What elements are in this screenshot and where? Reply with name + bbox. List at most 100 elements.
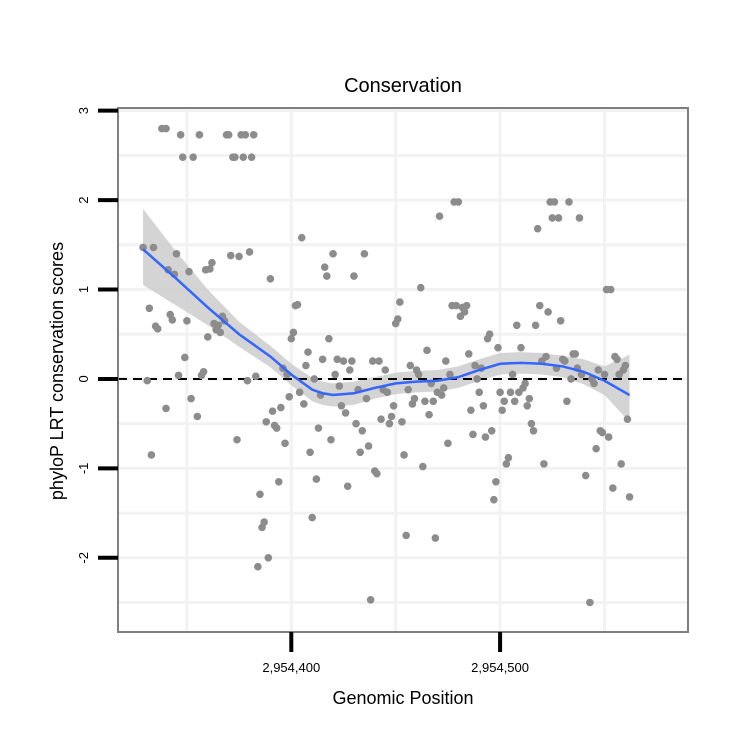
data-point	[274, 477, 283, 486]
data-point	[498, 406, 506, 415]
data-point	[281, 439, 289, 448]
data-point	[308, 513, 316, 522]
data-point	[327, 435, 335, 444]
data-point	[331, 370, 339, 379]
data-point	[504, 453, 513, 462]
data-point	[373, 469, 381, 478]
data-point	[402, 531, 410, 540]
data-point	[425, 410, 433, 419]
data-point	[287, 334, 296, 343]
data-point	[195, 131, 204, 139]
data-point	[533, 224, 542, 233]
data-point	[548, 214, 557, 222]
x-axis-title: Genomic Position	[332, 688, 473, 708]
data-point	[262, 418, 271, 426]
data-point	[452, 301, 461, 310]
data-point	[435, 212, 444, 220]
data-point	[542, 352, 550, 361]
data-point	[247, 153, 256, 161]
data-point	[510, 397, 519, 406]
data-point	[389, 401, 398, 410]
data-point	[410, 394, 419, 403]
data-point	[233, 435, 241, 444]
data-point	[348, 357, 356, 365]
data-point	[254, 562, 262, 571]
confidence-band	[143, 209, 630, 422]
y-tick-label: -2	[76, 552, 91, 564]
data-point	[400, 451, 408, 459]
data-point	[352, 419, 360, 428]
data-point	[609, 484, 617, 492]
data-point	[345, 366, 354, 374]
data-point	[335, 382, 344, 390]
data-point	[575, 214, 584, 222]
data-point	[245, 248, 254, 256]
data-point	[423, 346, 431, 355]
data-point	[341, 409, 350, 417]
data-point	[318, 355, 327, 364]
axes: 2,954,400 2,954,500 -2 -1 0 1 2 3	[76, 107, 529, 675]
data-point	[556, 317, 565, 325]
data-point	[625, 493, 634, 501]
data-point	[337, 401, 346, 410]
data-point	[521, 379, 529, 388]
data-point	[168, 316, 177, 324]
data-point	[358, 427, 367, 435]
data-point	[272, 424, 281, 432]
x-tick-label: 2,954,500	[471, 660, 529, 675]
data-point	[396, 298, 404, 306]
data-point	[208, 258, 216, 267]
data-point	[239, 153, 248, 161]
data-point	[231, 153, 239, 161]
data-point	[297, 233, 306, 242]
data-point	[416, 283, 425, 292]
data-point	[494, 343, 502, 352]
data-point	[506, 388, 515, 397]
data-point	[439, 384, 448, 392]
data-point	[377, 415, 385, 423]
data-point	[462, 301, 471, 310]
data-point	[385, 419, 394, 428]
data-point	[306, 448, 314, 457]
data-point	[623, 415, 632, 423]
data-point	[333, 355, 342, 364]
data-point	[598, 428, 607, 437]
data-point	[277, 403, 285, 412]
chart-title: Conservation	[344, 75, 462, 97]
data-point	[162, 404, 170, 413]
data-point	[339, 357, 348, 365]
data-point	[206, 265, 214, 273]
data-point	[487, 427, 496, 435]
data-point	[444, 439, 452, 448]
data-points	[139, 124, 634, 607]
data-point	[437, 391, 446, 399]
data-point	[249, 131, 258, 139]
data-point	[356, 448, 364, 457]
data-point	[243, 376, 252, 385]
data-point	[350, 272, 358, 280]
data-point	[471, 361, 479, 370]
data-point	[512, 321, 521, 330]
data-point	[606, 285, 615, 294]
data-point	[454, 198, 463, 206]
data-point	[304, 348, 312, 356]
data-point	[289, 328, 298, 337]
data-point	[266, 274, 275, 283]
data-point	[431, 534, 440, 542]
data-point	[295, 388, 304, 397]
data-point	[500, 397, 509, 406]
data-point	[502, 460, 511, 468]
data-point	[153, 325, 162, 333]
x-tick-label: 2,954,400	[262, 660, 320, 675]
data-point	[414, 370, 423, 379]
data-point	[446, 370, 454, 379]
data-point	[481, 433, 490, 441]
data-point	[550, 198, 559, 206]
data-point	[590, 379, 598, 388]
data-point	[529, 427, 538, 435]
data-point	[479, 401, 488, 410]
data-point	[329, 249, 337, 258]
data-point	[172, 249, 181, 258]
data-point	[187, 394, 195, 403]
